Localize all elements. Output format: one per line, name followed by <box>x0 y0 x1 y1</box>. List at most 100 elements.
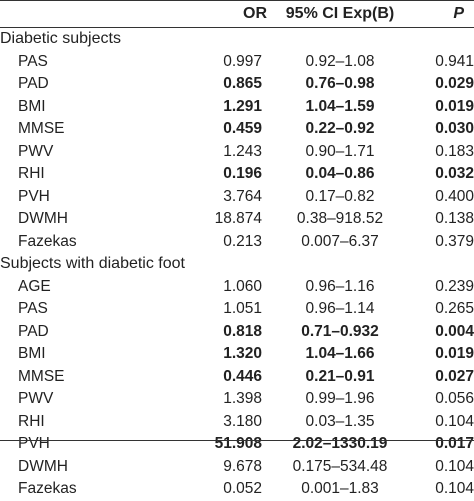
table-row: BMI 1.320 1.04–1.66 0.019 <box>0 343 474 366</box>
ci-cell: 0.175–534.48 <box>292 457 388 475</box>
or-cell: 3.180 <box>223 412 262 430</box>
p-value-cell: 0.183 <box>435 142 474 160</box>
table-row: Fazekas 0.052 0.001–1.83 0.104 <box>0 478 474 501</box>
or-cell: 51.908 <box>214 435 262 452</box>
p-value-cell: 0.941 <box>435 52 474 70</box>
table-row: DWMH 18.874 0.38–918.52 0.138 <box>0 208 474 231</box>
ci-cell: 0.007–6.37 <box>301 232 379 250</box>
or-cell: 1.320 <box>223 345 262 362</box>
p-value-cell: 0.104 <box>435 480 474 497</box>
p-value-cell: 0.019 <box>435 345 474 362</box>
ci-cell: 0.38–918.52 <box>296 210 384 227</box>
ci-cell: 0.03–1.35 <box>305 412 375 430</box>
table-row: MMSE 0.459 0.22–0.92 0.030 <box>0 118 474 141</box>
or-cell: 1.398 <box>223 390 262 407</box>
ci-cell: 0.17–0.82 <box>305 187 375 205</box>
p-value-cell: 0.265 <box>435 300 474 317</box>
variable-cell: PAS <box>18 300 48 317</box>
or-cell: 9.678 <box>223 457 262 475</box>
table-row: PAD 0.818 0.71–0.932 0.004 <box>0 321 474 344</box>
variable-cell: PVH <box>18 435 50 452</box>
variable-cell: MMSE <box>18 367 65 385</box>
or-cell: 18.874 <box>214 210 262 227</box>
ci-cell: 2.02–1330.19 <box>292 435 388 452</box>
p-value-cell: 0.017 <box>435 435 474 452</box>
table-row: PWV 1.243 0.90–1.71 0.183 <box>0 141 474 164</box>
ci-cell: 0.71–0.932 <box>301 322 379 340</box>
or-cell: 0.818 <box>223 322 262 340</box>
ci-cell: 0.99–1.96 <box>305 390 375 407</box>
ci-cell: 0.96–1.14 <box>305 300 375 317</box>
table-row: PAD 0.865 0.76–0.98 0.029 <box>0 73 474 96</box>
p-value-cell: 0.138 <box>435 210 474 227</box>
variable-cell: PWV <box>18 390 54 407</box>
ci-cell: 0.92–1.08 <box>305 52 375 70</box>
column-header-or: OR <box>243 5 267 22</box>
variable-cell: RHI <box>18 412 45 430</box>
column-header-p: P <box>453 5 464 22</box>
variable-cell: PVH <box>18 187 50 205</box>
table-row: PAS 0.997 0.92–1.08 0.941 <box>0 51 474 74</box>
p-value-cell: 0.104 <box>435 412 474 430</box>
p-value-cell: 0.019 <box>435 97 474 115</box>
table-header: OR 95% CI Exp(B) P <box>0 0 474 28</box>
group-title: Diabetic subjects <box>0 30 121 47</box>
table-row: BMI 1.291 1.04–1.59 0.019 <box>0 96 474 119</box>
group-title-row: Diabetic subjects <box>0 28 474 51</box>
p-value-cell: 0.239 <box>435 277 474 295</box>
variable-cell: BMI <box>18 345 46 362</box>
variable-cell: DWMH <box>18 210 68 227</box>
or-cell: 1.291 <box>223 97 262 115</box>
variable-cell: AGE <box>18 277 51 295</box>
or-cell: 1.243 <box>223 142 262 160</box>
p-value-cell: 0.400 <box>435 187 474 205</box>
or-cell: 0.459 <box>223 120 262 137</box>
variable-cell: MMSE <box>18 120 65 137</box>
or-cell: 0.446 <box>223 367 262 385</box>
header-rule <box>0 27 474 28</box>
table-row: Fazekas 0.213 0.007–6.37 0.379 <box>0 231 474 254</box>
table-row: PVH 51.908 2.02–1330.19 0.017 <box>0 433 474 456</box>
column-header-ci: 95% CI Exp(B) <box>285 5 395 22</box>
or-cell: 0.865 <box>223 75 262 92</box>
table-row: AGE 1.060 0.96–1.16 0.239 <box>0 276 474 299</box>
p-value-cell: 0.027 <box>435 367 474 385</box>
variable-cell: DWMH <box>18 457 68 475</box>
p-value-cell: 0.056 <box>435 390 474 407</box>
ci-cell: 1.04–1.66 <box>305 345 375 362</box>
table-row: PWV 1.398 0.99–1.96 0.056 <box>0 388 474 411</box>
p-value-cell: 0.030 <box>435 120 474 137</box>
table-row: RHI 3.180 0.03–1.35 0.104 <box>0 411 474 434</box>
variable-cell: PAD <box>18 75 49 92</box>
or-cell: 0.997 <box>223 52 262 70</box>
table-body: Diabetic subjects PAS 0.997 0.92–1.08 0.941 P… <box>0 28 474 501</box>
variable-cell: BMI <box>18 97 46 115</box>
variable-cell: PAD <box>18 322 49 340</box>
group-title-row: Subjects with diabetic foot <box>0 253 474 276</box>
ci-cell: 0.76–0.98 <box>305 75 375 92</box>
ci-cell: 0.04–0.86 <box>305 165 375 182</box>
variable-cell: Fazekas <box>18 232 77 250</box>
or-cell: 0.196 <box>223 165 262 182</box>
ci-cell: 0.001–1.83 <box>301 480 379 497</box>
ci-cell: 0.90–1.71 <box>305 142 375 160</box>
variable-cell: Fazekas <box>18 480 77 497</box>
ci-cell: 0.22–0.92 <box>305 120 375 137</box>
table-row: DWMH 9.678 0.175–534.48 0.104 <box>0 456 474 479</box>
ci-cell: 0.21–0.91 <box>305 367 375 385</box>
top-rule <box>0 0 474 1</box>
or-cell: 1.051 <box>223 300 262 317</box>
p-value-cell: 0.032 <box>435 165 474 182</box>
p-value-cell: 0.029 <box>435 75 474 92</box>
table-row: PAS 1.051 0.96–1.14 0.265 <box>0 298 474 321</box>
p-value-cell: 0.004 <box>435 322 474 340</box>
variable-cell: PWV <box>18 142 54 160</box>
ci-cell: 0.96–1.16 <box>305 277 375 295</box>
table-row: RHI 0.196 0.04–0.86 0.032 <box>0 163 474 186</box>
or-cell: 3.764 <box>223 187 262 205</box>
table-row: PVH 3.764 0.17–0.82 0.400 <box>0 186 474 209</box>
or-cell: 1.060 <box>223 277 262 295</box>
ci-cell: 1.04–1.59 <box>305 97 375 115</box>
or-cell: 0.213 <box>223 232 262 250</box>
